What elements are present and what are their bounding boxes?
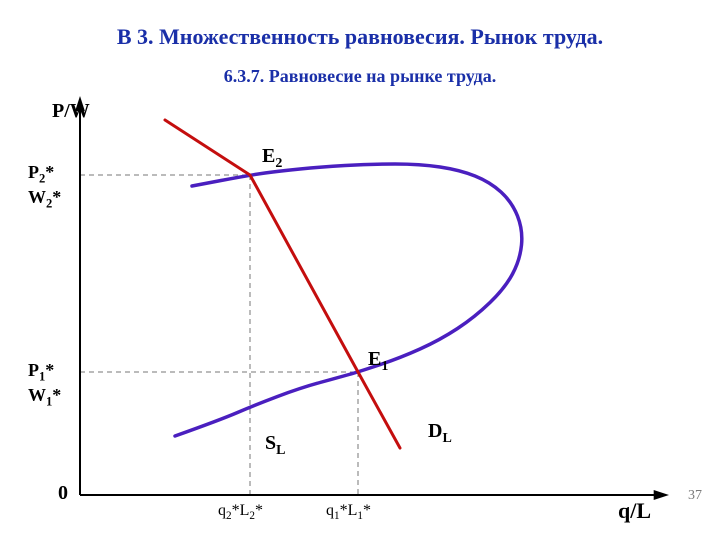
ytick-p2w2: P2*W2*: [28, 162, 61, 211]
demand-curve: [175, 164, 522, 436]
chart-svg: [0, 0, 720, 540]
page-number: 37: [688, 488, 702, 504]
axes: [75, 96, 669, 500]
xtick-q1l1: q1*L1*: [326, 502, 371, 522]
origin-label: 0: [58, 482, 68, 505]
y-axis-label: P/W: [52, 100, 90, 123]
ytick-p1w1: P1*W1*: [28, 360, 61, 409]
xtick-q2l2: q2*L2*: [218, 502, 263, 522]
x-axis-label: q/L: [618, 498, 651, 524]
supply-label: SL: [265, 432, 285, 459]
point-e2-label: E2: [262, 145, 282, 172]
point-e1-label: E1: [368, 348, 388, 375]
demand-label: DL: [428, 420, 452, 447]
